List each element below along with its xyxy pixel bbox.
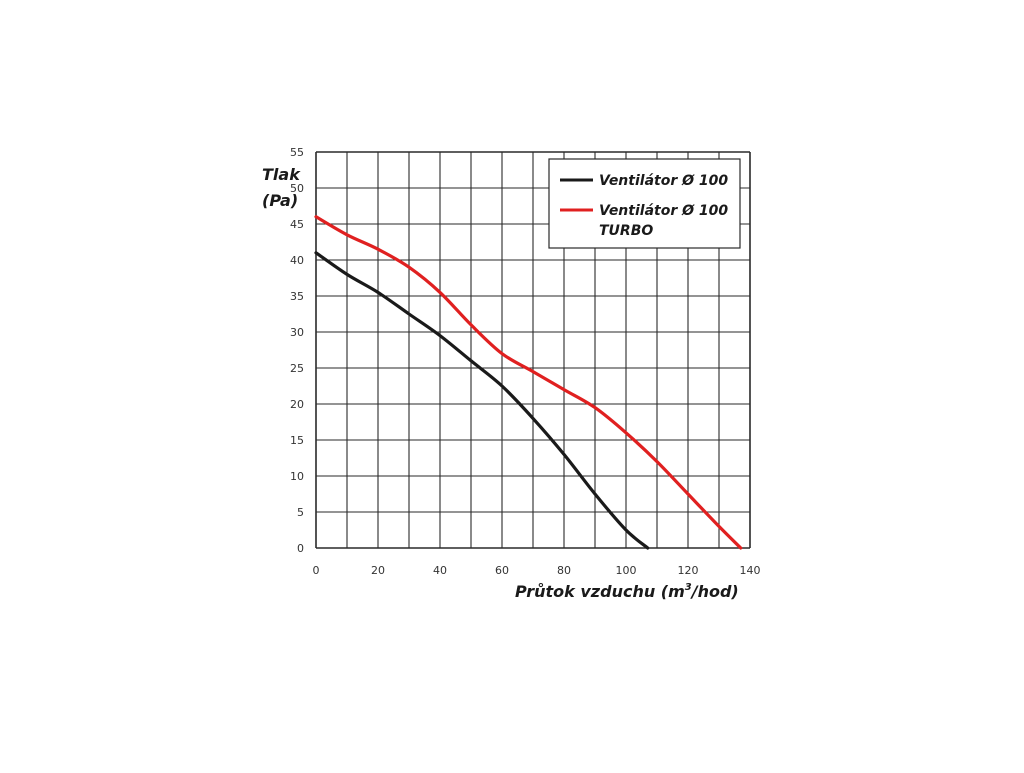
tick-labels: 0 20 40 60 80 100 120 140 0 5 10 15 20 25 30 35 40 45 50 55 — [290, 146, 761, 577]
x-tick-label: 0 — [313, 564, 320, 577]
x-axis-title-end: /hod) — [690, 582, 739, 601]
legend-label-2: TURBO — [599, 223, 653, 239]
legend-box — [548, 158, 741, 249]
x-axis-title-superscript: 3 — [685, 582, 692, 593]
y-tick-label: 30 — [290, 326, 304, 339]
y-tick-label: 15 — [290, 434, 304, 447]
y-tick-label: 55 — [290, 146, 304, 159]
x-tick-label: 120 — [678, 564, 699, 577]
y-axis-title-line2: (Pa) — [262, 191, 298, 210]
y-tick-label: 45 — [290, 218, 304, 231]
y-tick-label: 35 — [290, 290, 304, 303]
x-tick-label: 20 — [371, 564, 385, 577]
series-line-1 — [314, 251, 650, 550]
legend-label-1: Ventilátor Ø 100 — [599, 173, 728, 189]
x-tick-label: 140 — [740, 564, 761, 577]
y-tick-label: 20 — [290, 398, 304, 411]
series-curves — [314, 215, 743, 550]
legend-label-2: Ventilátor Ø 100 — [599, 203, 728, 219]
x-tick-label: 60 — [495, 564, 509, 577]
y-axis-title-line1: Tlak — [262, 165, 301, 184]
x-tick-label: 100 — [616, 564, 637, 577]
x-axis-title: Průtok vzduchu (m3/hod) — [515, 582, 739, 601]
y-tick-label: 5 — [297, 506, 304, 519]
x-axis-title-main: Průtok vzduchu (m — [515, 582, 685, 601]
y-tick-label: 50 — [290, 182, 304, 195]
x-tick-label: 40 — [433, 564, 447, 577]
y-tick-label: 25 — [290, 362, 304, 375]
series-line-2 — [314, 215, 743, 550]
y-tick-label: 40 — [290, 254, 304, 267]
x-tick-label: 80 — [557, 564, 571, 577]
legend: Ventilátor Ø 100 Ventilátor Ø 100 TURBO — [548, 158, 741, 249]
y-tick-label: 10 — [290, 470, 304, 483]
y-tick-label: 0 — [297, 542, 304, 555]
